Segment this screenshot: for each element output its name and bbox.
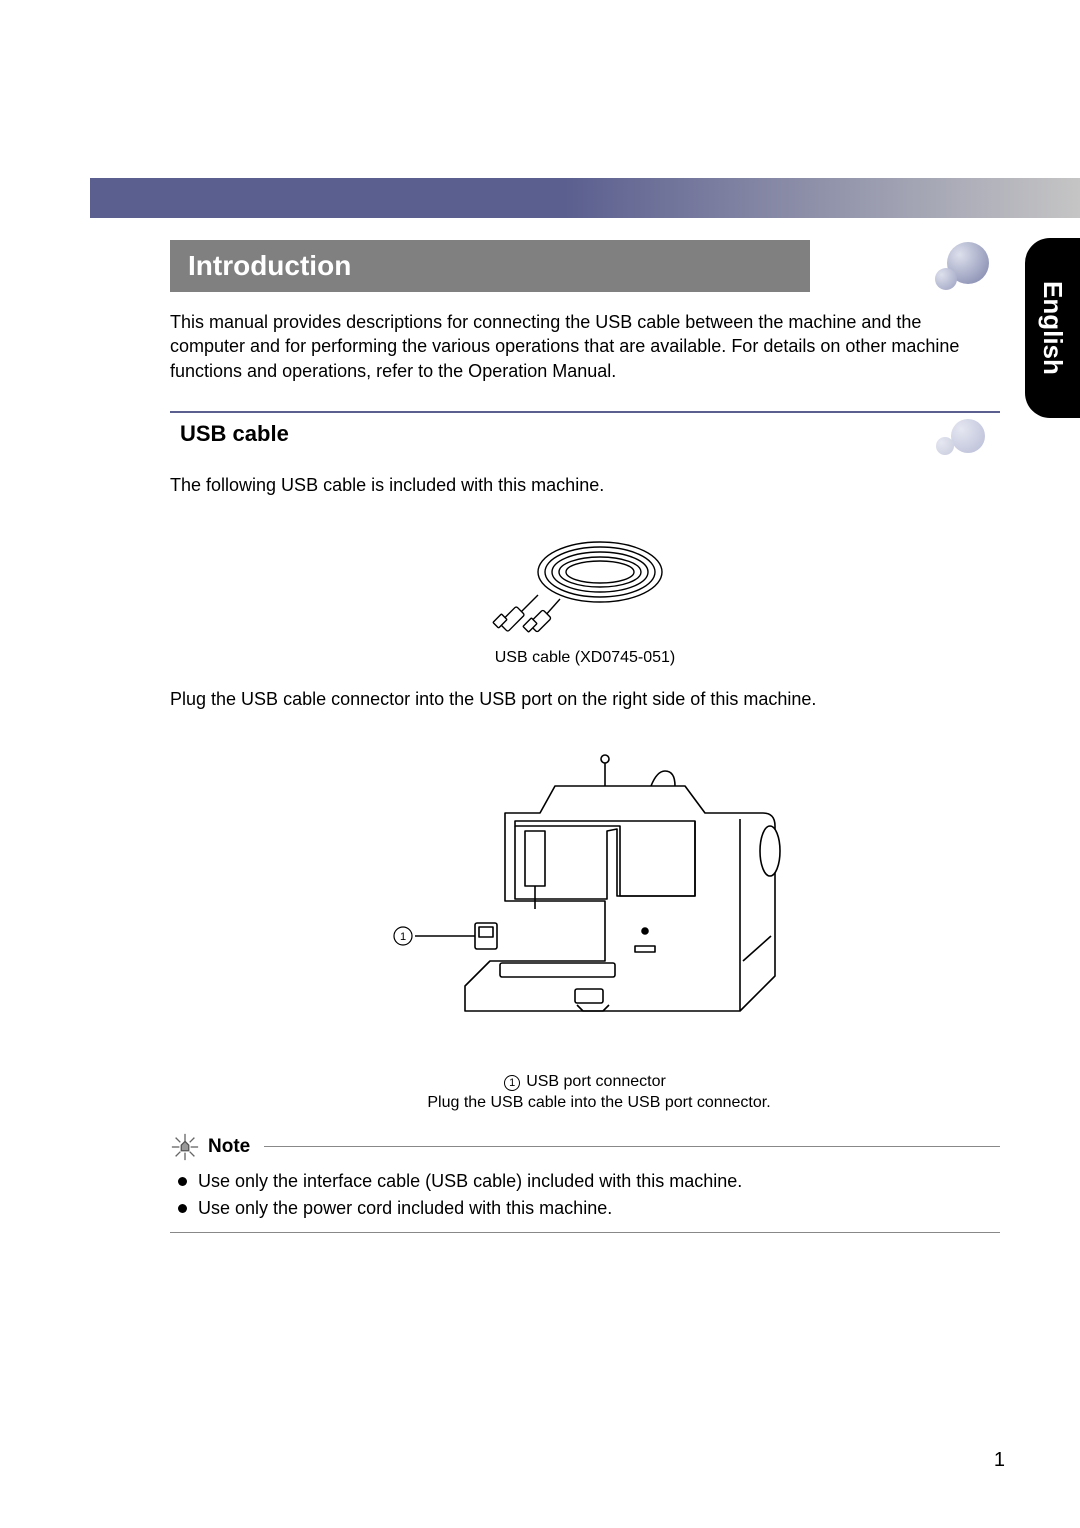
plug-instruction-text: Plug the USB cable connector into the US… [170,687,1000,711]
callout-label: USB port connector [526,1073,666,1090]
page-number: 1 [994,1449,1005,1472]
note-item: Use only the power cord included with th… [178,1195,1000,1222]
usb-included-text: The following USB cable is included with… [170,473,1000,497]
sewing-machine-illustration: 1 [345,731,825,1061]
top-accent-bar [90,178,1080,218]
intro-paragraph: This manual provides descriptions for co… [170,310,1000,383]
callout-description: Plug the USB cable into the USB port con… [343,1094,855,1112]
note-list: Use only the interface cable (USB cable)… [170,1162,1000,1233]
sub-heading-flourish-icon [933,419,988,453]
machine-callout-marker: 1 [400,931,406,943]
page-content: Introduction This manual provides descri… [170,240,1000,1233]
main-heading-row: Introduction [170,240,1000,292]
usb-cable-figure: USB cable (XD0745-051) [170,517,1000,667]
callout-line: 1 USB port connector [315,1071,855,1093]
callout-block: 1 USB port connector Plug the USB cable i… [315,1071,855,1111]
language-tab: English [1025,238,1080,418]
callout-number-icon: 1 [504,1075,520,1091]
machine-figure: 1 1 USB port connector Plug the USB cable… [170,731,1000,1111]
usb-cable-illustration [490,517,680,637]
main-heading: Introduction [170,240,810,292]
note-item: Use only the interface cable (USB cable)… [178,1168,1000,1195]
note-rule [264,1146,1000,1147]
note-starburst-icon [170,1132,200,1162]
language-tab-label: English [1037,281,1068,375]
note-box: Note Use only the interface cable (USB c… [170,1132,1000,1233]
sub-heading-row: USB cable [170,411,1000,455]
sub-heading: USB cable [170,413,1000,453]
note-header: Note [170,1132,1000,1162]
heading-flourish-icon [935,242,990,286]
usb-cable-caption: USB cable (XD0745-051) [170,649,1000,667]
note-title: Note [208,1136,250,1158]
